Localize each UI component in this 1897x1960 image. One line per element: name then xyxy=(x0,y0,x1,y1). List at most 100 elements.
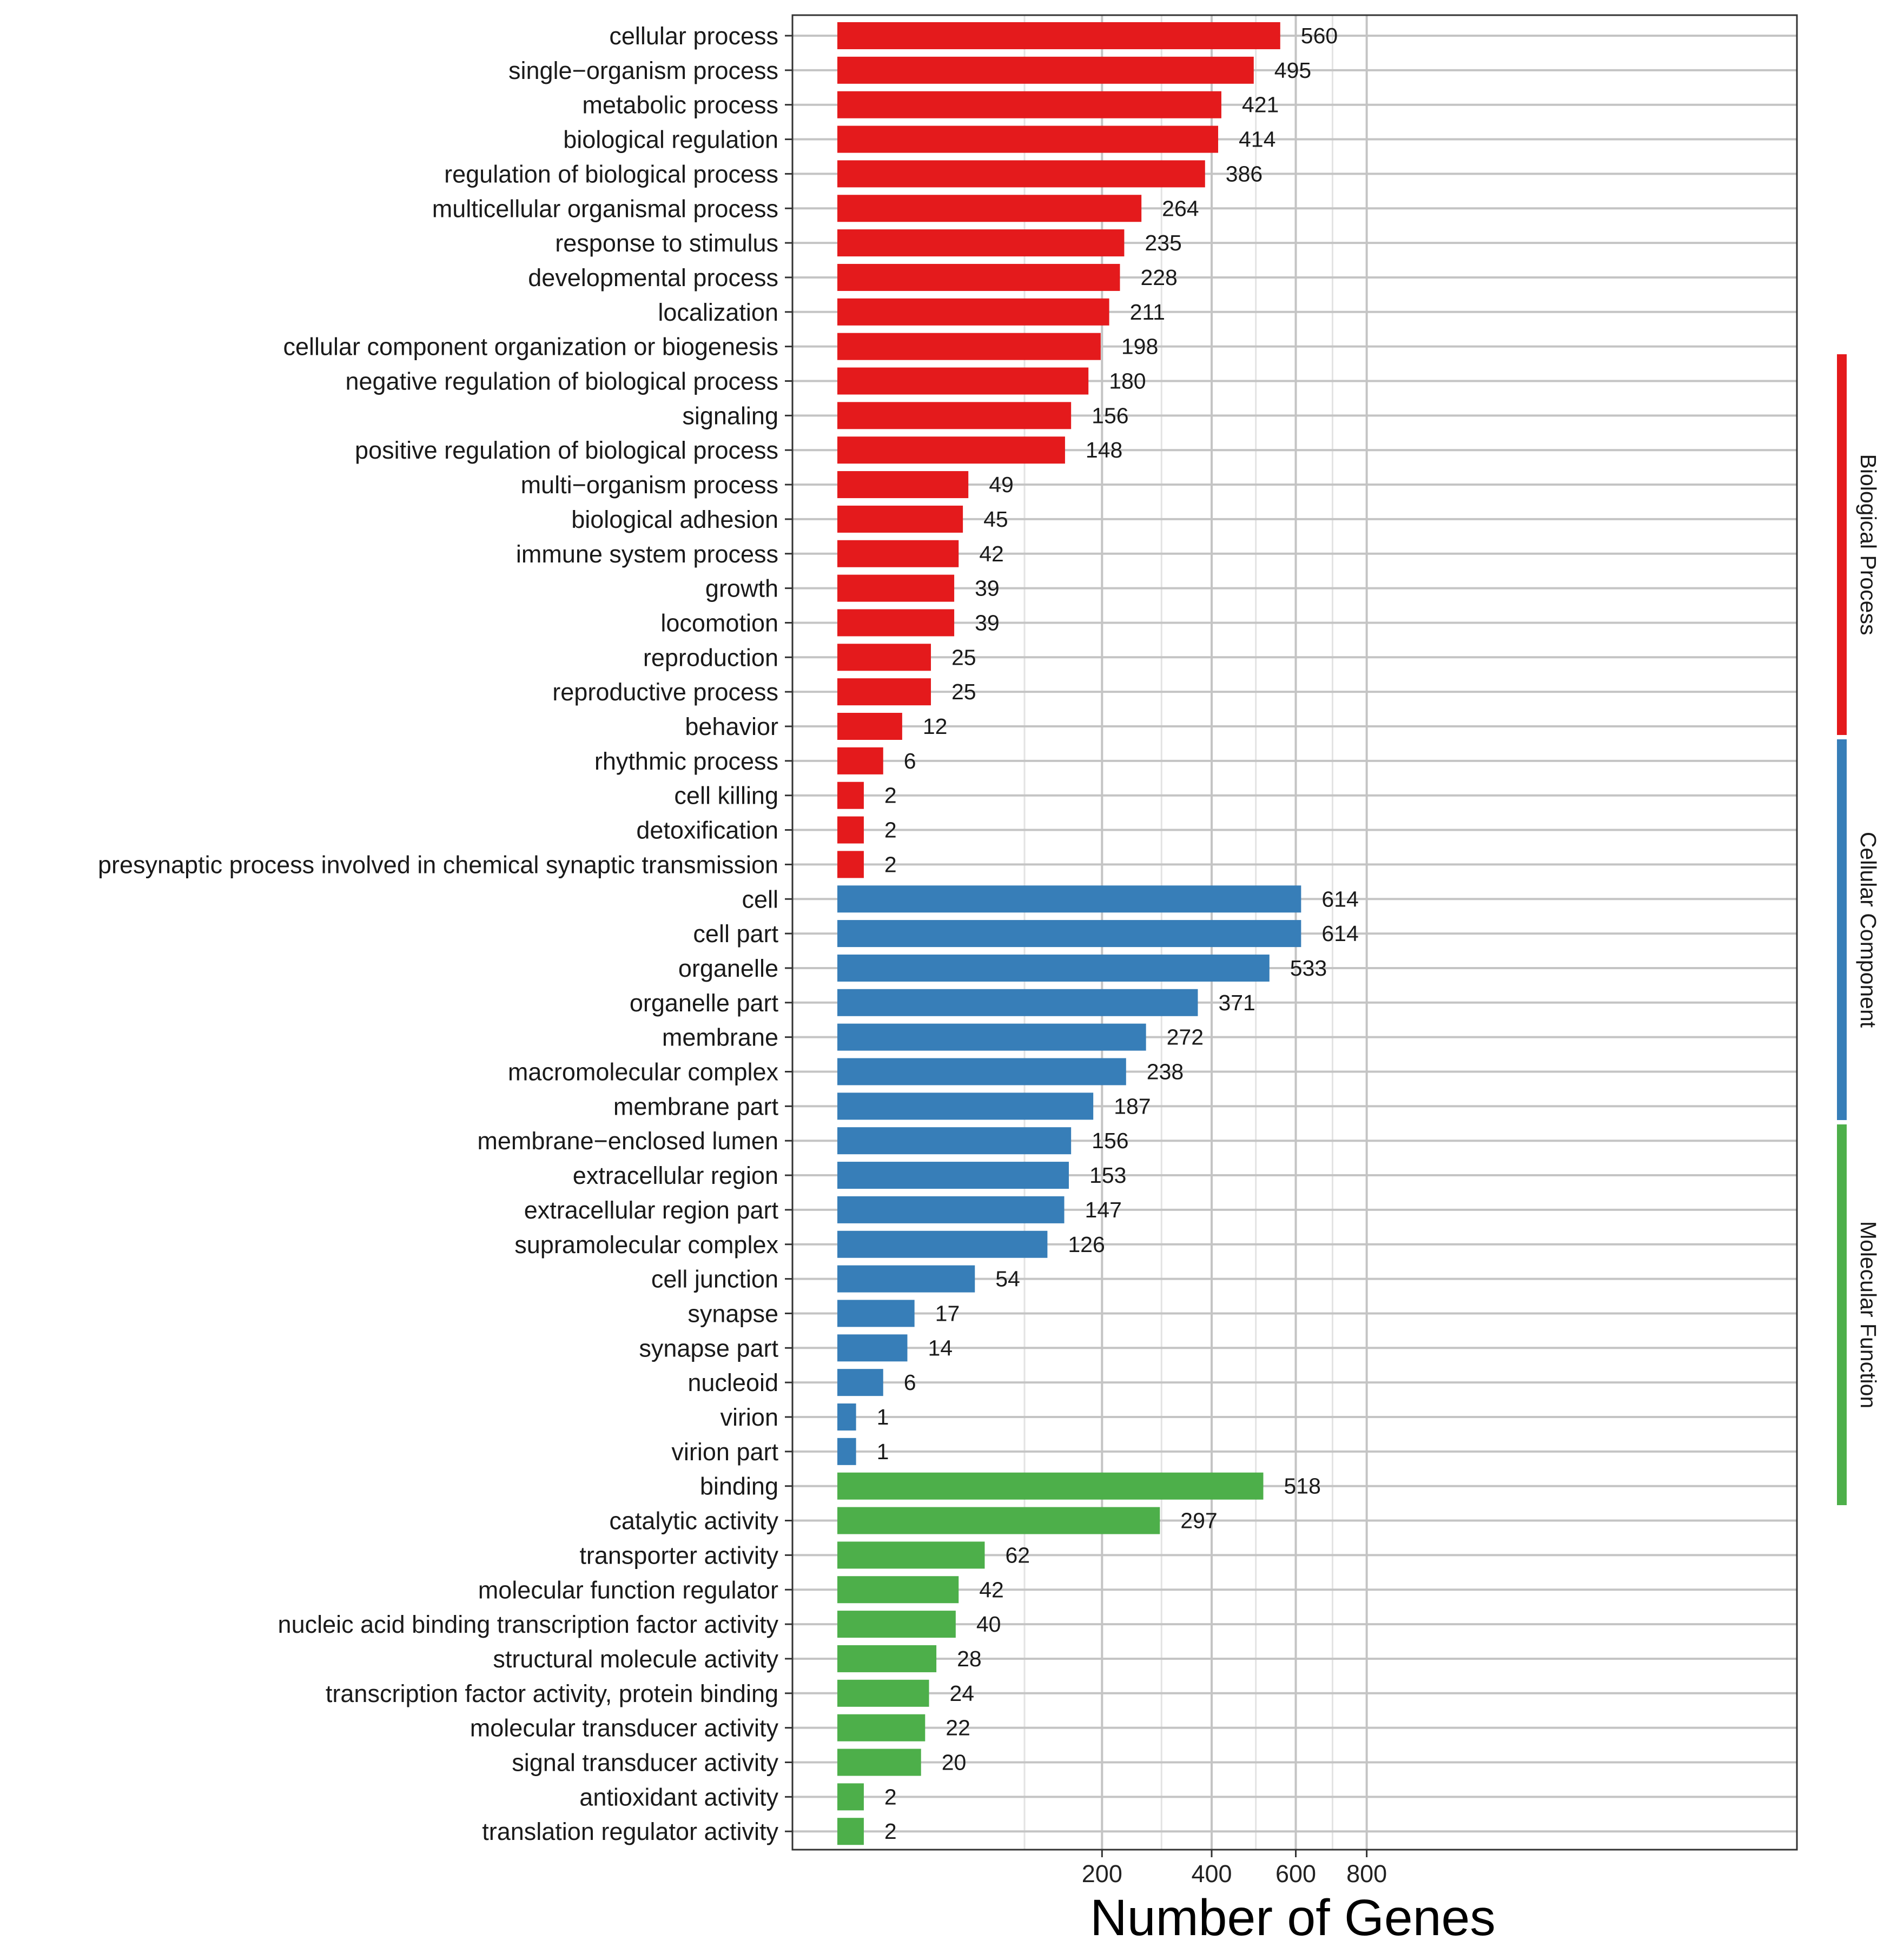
bar-value-label: 272 xyxy=(1167,1025,1204,1050)
bar xyxy=(837,1507,1160,1534)
bar-value-label: 25 xyxy=(951,679,976,704)
bar xyxy=(837,125,1219,153)
bar-value-label: 42 xyxy=(979,1577,1004,1602)
category-strip xyxy=(1837,739,1847,1120)
category-label: catalytic activity xyxy=(609,1507,778,1535)
bar xyxy=(837,195,1142,222)
bar-value-label: 6 xyxy=(904,1370,916,1395)
x-tick-label: 200 xyxy=(1082,1860,1122,1888)
x-tick-label: 800 xyxy=(1346,1860,1387,1888)
bar xyxy=(837,1023,1146,1051)
bar xyxy=(837,540,959,567)
category-label: structural molecule activity xyxy=(493,1645,778,1673)
bar-value-label: 17 xyxy=(935,1301,960,1326)
bar xyxy=(837,989,1198,1016)
bar xyxy=(837,1714,926,1742)
bar xyxy=(837,954,1270,982)
bar-value-label: 495 xyxy=(1274,58,1311,83)
bar xyxy=(837,402,1072,429)
category-strip-label: Biological Process xyxy=(1856,454,1881,635)
category-label: synapse xyxy=(688,1300,778,1327)
bar xyxy=(837,298,1109,326)
category-label: macromolecular complex xyxy=(508,1058,779,1086)
category-label: signal transducer activity xyxy=(512,1749,778,1777)
category-label: supramolecular complex xyxy=(514,1231,778,1259)
category-strip xyxy=(1837,1124,1847,1505)
bar-value-label: 211 xyxy=(1130,300,1165,325)
x-axis-title: Number of Genes xyxy=(1090,1889,1496,1946)
category-label: positive regulation of biological proces… xyxy=(355,436,778,464)
bar xyxy=(837,1679,929,1707)
bar-value-label: 297 xyxy=(1180,1508,1217,1533)
bar-value-label: 414 xyxy=(1239,127,1275,152)
bar-value-label: 25 xyxy=(951,645,976,670)
bar xyxy=(837,1541,985,1569)
bar-value-label: 42 xyxy=(979,541,1004,566)
bar xyxy=(837,229,1125,257)
bar-value-label: 386 xyxy=(1226,161,1263,186)
bar xyxy=(837,1818,864,1845)
bar xyxy=(837,471,969,499)
category-label: virion xyxy=(720,1403,778,1431)
bar xyxy=(837,678,931,706)
bar-value-label: 2 xyxy=(884,1819,897,1844)
bar-value-label: 238 xyxy=(1147,1060,1184,1084)
category-label: organelle part xyxy=(630,989,779,1017)
bar xyxy=(837,367,1089,395)
bar xyxy=(837,1749,921,1776)
category-label: biological regulation xyxy=(563,126,778,154)
category-label: binding xyxy=(700,1473,778,1500)
bar-value-label: 2 xyxy=(884,1784,897,1809)
bar-value-label: 1 xyxy=(877,1439,889,1464)
bar xyxy=(837,782,864,809)
category-label: extracellular region part xyxy=(524,1196,779,1224)
bar xyxy=(837,1369,883,1396)
bar xyxy=(837,333,1101,360)
bar-value-label: 14 xyxy=(928,1335,953,1360)
bar xyxy=(837,574,955,602)
bar-value-label: 1 xyxy=(877,1405,889,1429)
category-label: metabolic process xyxy=(582,91,778,119)
bar-value-label: 187 xyxy=(1114,1094,1151,1118)
category-label: rhythmic process xyxy=(594,747,778,775)
category-label: molecular function regulator xyxy=(478,1576,778,1604)
category-label: immune system process xyxy=(516,540,778,568)
bar xyxy=(837,851,864,878)
bar-value-label: 235 xyxy=(1145,230,1181,255)
x-tick-label: 600 xyxy=(1275,1860,1316,1888)
category-label: multicellular organismal process xyxy=(432,195,778,222)
bar xyxy=(837,505,963,533)
bar xyxy=(837,436,1065,464)
bar-value-label: 49 xyxy=(989,472,1014,497)
category-label: membrane−enclosed lumen xyxy=(477,1127,778,1155)
category-strips: Biological Process Cellular Component Mole… xyxy=(1837,354,1881,1505)
category-label: developmental process xyxy=(528,264,778,292)
category-label: multi−organism process xyxy=(521,471,778,499)
category-strip xyxy=(1837,354,1847,735)
category-label: transporter activity xyxy=(579,1541,778,1569)
category-label: organelle xyxy=(678,955,778,982)
category-label: presynaptic process involved in chemical… xyxy=(98,851,778,878)
bar xyxy=(837,1092,1094,1120)
bar xyxy=(837,1334,908,1362)
category-label: cell part xyxy=(693,920,778,948)
bar-value-label: 228 xyxy=(1140,265,1177,290)
bar-value-label: 2 xyxy=(884,852,897,877)
bar-value-label: 22 xyxy=(946,1716,970,1740)
bar-value-label: 54 xyxy=(995,1267,1020,1292)
bar-value-label: 28 xyxy=(957,1646,982,1671)
bar xyxy=(837,1438,856,1465)
bar-value-label: 560 xyxy=(1301,23,1338,48)
bar xyxy=(837,56,1254,84)
category-label: locomotion xyxy=(660,609,778,637)
category-strip-label: Molecular Function xyxy=(1856,1221,1881,1408)
category-label: synapse part xyxy=(639,1334,778,1362)
bar-value-label: 614 xyxy=(1321,921,1358,946)
category-label: transcription factor activity, protein b… xyxy=(326,1680,778,1707)
bar-value-label: 264 xyxy=(1162,196,1199,221)
bar-value-label: 12 xyxy=(923,714,948,739)
category-label: cell junction xyxy=(651,1266,778,1293)
category-label: reproduction xyxy=(643,644,778,671)
bar-value-label: 20 xyxy=(942,1750,967,1775)
